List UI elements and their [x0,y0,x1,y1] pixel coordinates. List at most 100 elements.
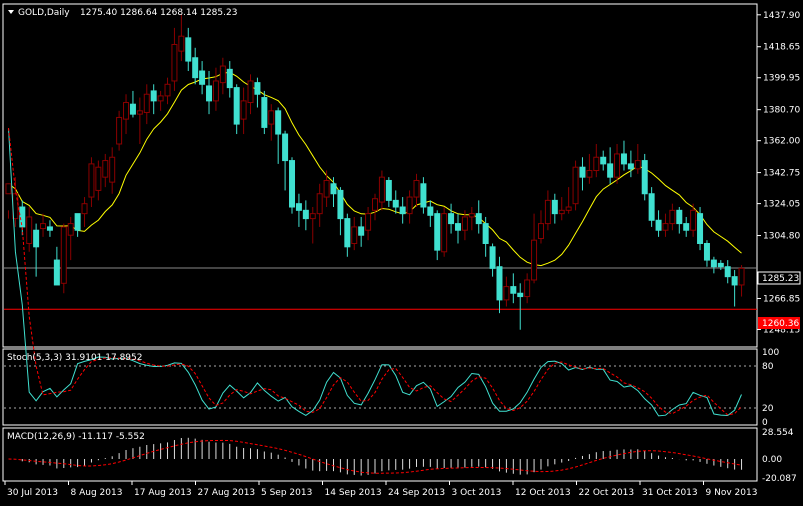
candle-body [648,193,655,221]
candle-body [717,262,724,268]
candle-body [641,160,648,195]
candle-body [434,213,441,251]
candle-body [240,100,247,120]
stoch-tick-label: 0 [762,418,768,428]
candle-body [212,80,219,102]
candle-body [496,266,503,301]
candle-body [579,166,586,178]
macd-axis: 28.554 0.00 -20.087 [762,428,797,484]
candle-body [330,183,337,195]
candle-body [399,206,406,215]
candle-body [461,216,468,231]
candle-body [116,116,123,145]
price-tick-label: 1342.75 [763,169,800,179]
price-tick-label: 1380.70 [763,106,800,116]
price-tick-label: 1304.80 [763,232,800,242]
candle-body [683,223,690,231]
price-tick-label: 1399.95 [763,74,800,84]
price-panel-frame [2,3,758,348]
stoch-tick-label: 100 [762,348,779,358]
time-axis: 30 Jul 2013 8 Aug 2013 17 Aug 2013 27 Aug 2… [4,481,758,498]
candle-body [164,83,171,97]
candle-body [358,226,365,236]
candle-body [289,160,296,208]
candle-body [690,209,697,231]
candle-body [572,166,579,205]
price-tick-label: 1418.65 [763,43,800,53]
candle-body [537,223,544,240]
candle-body [551,199,558,215]
time-tick-label: 5 Sep 2013 [261,488,312,498]
candle-body [178,35,185,52]
candle-body [282,133,289,162]
candle-body [378,176,385,203]
current-price-tag: 1285.23 [757,271,801,285]
macd-tick-label: -20.087 [762,474,797,484]
candle-body [413,179,420,198]
candle-body [427,206,434,216]
stoch-axis: 100 80 20 0 [762,348,779,428]
candle-body [123,102,130,120]
candle-body [67,223,74,236]
candle-body [309,213,316,220]
candle-body [33,229,40,248]
candle-body [81,203,88,215]
candle-body [150,90,157,102]
candle-body [676,209,683,225]
candle-body [60,226,67,284]
candle-body [503,286,510,301]
stoch-main-line [8,127,742,417]
candle-body [247,80,254,104]
time-tick-label: 14 Sep 2013 [325,488,382,498]
candle-body [565,206,572,211]
price-series [4,14,757,330]
stochastic-series [4,127,757,417]
stoch-label: Stoch(5,3,3) 31.9101 17.8952 [7,353,142,363]
candle-body [448,213,455,225]
candle-body [372,198,378,211]
candle-body [171,43,178,82]
candle-body [454,223,461,231]
candle-body [703,242,710,261]
time-tick-label: 9 Nov 2013 [706,488,758,498]
macd-panel-frame [2,427,758,482]
candle-body [219,65,226,84]
candle-body [143,93,150,113]
candle-body [593,156,600,172]
candle-body [192,57,199,79]
time-tick-label: 8 Aug 2013 [71,488,123,498]
macd-tick-label: 0.00 [762,455,782,465]
candle-body [351,226,358,244]
candle-body [510,286,517,294]
price-tick-label: 1437.90 [763,11,800,21]
candle-body [88,163,95,198]
candle-body [40,223,47,230]
time-tick-label: 24 Sep 2013 [388,488,445,498]
candle-body [600,156,607,165]
stoch-tick-label: 80 [762,362,774,372]
candle-body [295,203,302,211]
candle-body [129,103,136,115]
candle-body [531,239,538,281]
time-tick-label: 3 Oct 2013 [452,488,502,498]
candle-body [634,160,641,170]
candle-body [275,110,282,135]
dropdown-triangle-icon[interactable] [8,10,14,14]
candle-body [406,196,413,215]
symbol-title: GOLD,Daily [18,8,70,18]
candle-body [102,160,109,178]
candle-body [731,276,738,286]
price-axis: 1437.90 1418.65 1399.95 1380.70 1362.00 1342.… [757,11,800,335]
candle-body [254,82,261,95]
candle-body [26,216,33,244]
candle-body [558,209,565,215]
candle-body [669,209,676,225]
price-tick-label: 1362.00 [763,137,800,147]
candle-body [468,213,475,218]
time-tick-label: 22 Oct 2013 [579,488,635,498]
time-tick-label: 17 Aug 2013 [134,488,192,498]
candle-body [268,110,275,125]
candle-body [420,183,427,208]
